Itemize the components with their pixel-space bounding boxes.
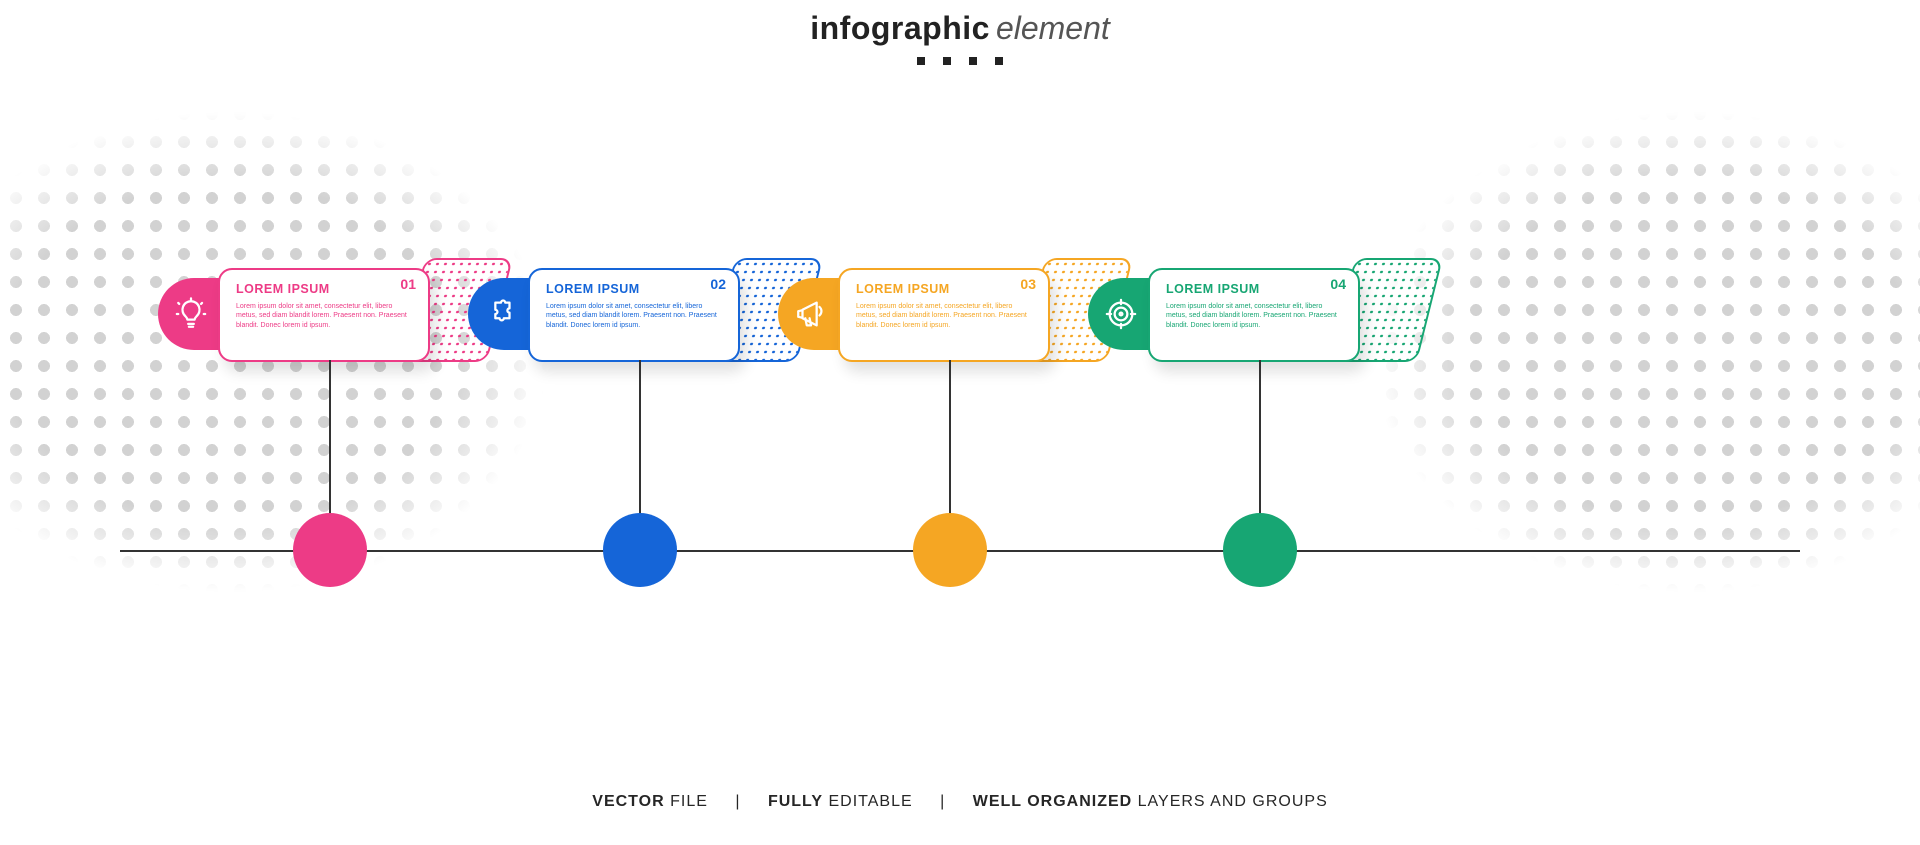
timeline-node bbox=[293, 513, 367, 587]
lightbulb-icon bbox=[174, 297, 208, 331]
timeline-node bbox=[1223, 513, 1297, 587]
timeline-node bbox=[603, 513, 677, 587]
step-title: LOREM IPSUM bbox=[856, 282, 1034, 296]
footer: VECTOR FILE | FULLY EDITABLE | WELL ORGA… bbox=[0, 793, 1920, 811]
step-body: Lorem ipsum dolor sit amet, consectetur … bbox=[546, 302, 724, 330]
header-dot bbox=[943, 57, 951, 65]
footer-part-bold: FULLY bbox=[768, 793, 823, 810]
timeline-node bbox=[913, 513, 987, 587]
step-card: 03 LOREM IPSUM Lorem ipsum dolor sit ame… bbox=[838, 268, 1050, 362]
header: infographicelement bbox=[0, 10, 1920, 65]
header-word-1: infographic bbox=[810, 10, 990, 46]
step-title: LOREM IPSUM bbox=[546, 282, 724, 296]
footer-separator: | bbox=[940, 793, 945, 810]
step-title: LOREM IPSUM bbox=[236, 282, 414, 296]
step-number: 01 bbox=[400, 276, 416, 292]
header-dot bbox=[917, 57, 925, 65]
step-number: 02 bbox=[710, 276, 726, 292]
header-word-2: element bbox=[996, 10, 1110, 46]
puzzle-icon bbox=[484, 297, 518, 331]
step-card: 04 LOREM IPSUM Lorem ipsum dolor sit ame… bbox=[1148, 268, 1360, 362]
header-dots bbox=[0, 57, 1920, 65]
step-number: 03 bbox=[1020, 276, 1036, 292]
step-card: 01 LOREM IPSUM Lorem ipsum dolor sit ame… bbox=[218, 268, 430, 362]
footer-part-light: FILE bbox=[665, 793, 708, 810]
step-title: LOREM IPSUM bbox=[1166, 282, 1344, 296]
halftone-right bbox=[1350, 100, 1920, 660]
footer-part-bold: VECTOR bbox=[592, 793, 664, 810]
header-dot bbox=[995, 57, 1003, 65]
step-body: Lorem ipsum dolor sit amet, consectetur … bbox=[1166, 302, 1344, 330]
footer-separator: | bbox=[735, 793, 740, 810]
footer-part-bold: WELL ORGANIZED bbox=[973, 793, 1132, 810]
megaphone-icon bbox=[794, 297, 828, 331]
halftone-left bbox=[0, 100, 570, 660]
header-dot bbox=[969, 57, 977, 65]
footer-part-light: LAYERS AND GROUPS bbox=[1132, 793, 1328, 810]
step-number: 04 bbox=[1330, 276, 1346, 292]
step-body: Lorem ipsum dolor sit amet, consectetur … bbox=[856, 302, 1034, 330]
infographic-canvas: { "header": { "word1": "infographic", "w… bbox=[0, 0, 1920, 845]
step-card: 02 LOREM IPSUM Lorem ipsum dolor sit ame… bbox=[528, 268, 740, 362]
target-icon bbox=[1104, 297, 1138, 331]
footer-part-light: EDITABLE bbox=[823, 793, 913, 810]
step-body: Lorem ipsum dolor sit amet, consectetur … bbox=[236, 302, 414, 330]
